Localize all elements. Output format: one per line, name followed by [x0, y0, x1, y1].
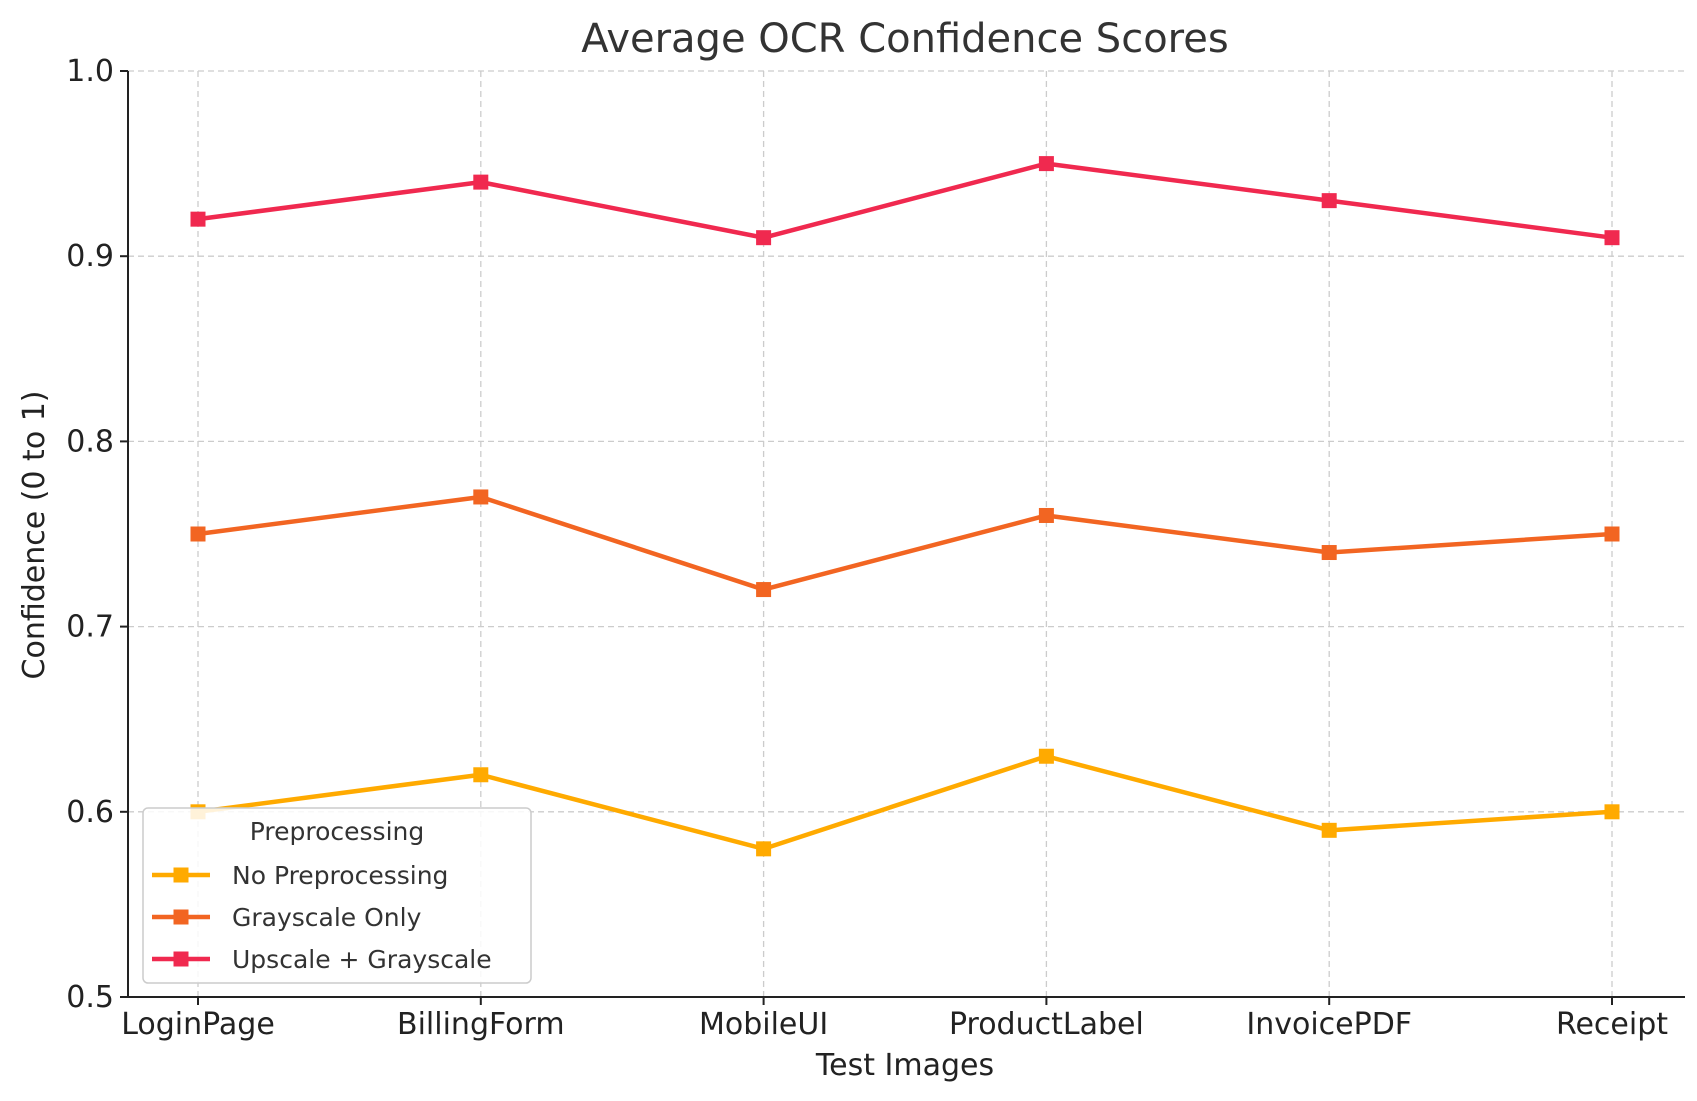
y-tick-label: 0.5: [66, 980, 114, 1015]
data-point: [1038, 507, 1054, 523]
data-point: [1038, 748, 1054, 764]
y-tick-label: 1.0: [66, 54, 114, 89]
data-point: [756, 230, 772, 246]
x-tick-label: MobileUI: [699, 1007, 828, 1042]
legend-marker: [173, 909, 189, 925]
y-tick-label: 0.9: [66, 239, 114, 274]
legend-marker: [173, 951, 189, 967]
series: [190, 156, 1620, 246]
series: [190, 489, 1620, 598]
data-point: [756, 841, 772, 857]
data-point: [1321, 822, 1337, 838]
legend-item: Grayscale Only: [152, 903, 422, 932]
x-tick-label: ProductLabel: [949, 1007, 1144, 1042]
x-tick-label: InvoicePDF: [1246, 1007, 1412, 1042]
x-tick-label: Receipt: [1556, 1007, 1668, 1042]
legend-box: [142, 807, 532, 984]
legend: Preprocessing No Preprocessing Grayscale …: [142, 807, 532, 984]
legend-marker: [173, 867, 189, 883]
data-point: [1604, 804, 1620, 820]
series-line: [197, 161, 1613, 240]
x-axis-label: Test Images: [815, 1048, 994, 1083]
legend-title: Preprocessing: [250, 817, 424, 846]
x-tick-label: LoginPage: [121, 1007, 275, 1042]
chart-title: Average OCR Confidence Scores: [581, 16, 1228, 62]
series-group: [190, 156, 1620, 857]
y-axis-label: Confidence (0 to 1): [17, 391, 52, 680]
y-tick-label: 0.7: [66, 610, 114, 645]
series-line: [197, 494, 1613, 592]
legend-item: Upscale + Grayscale: [152, 945, 492, 974]
data-point: [1321, 545, 1337, 561]
legend-item: No Preprocessing: [152, 861, 448, 890]
ticks: LoginPage BillingForm MobileUI ProductLabel…: [66, 54, 1668, 1042]
data-point: [473, 174, 489, 190]
data-point: [1321, 193, 1337, 209]
legend-label: Grayscale Only: [232, 903, 422, 932]
legend-items: No Preprocessing Grayscale Only Upscale + …: [152, 861, 492, 974]
data-point: [1604, 526, 1620, 542]
y-tick-label: 0.8: [66, 424, 114, 459]
series: [190, 748, 1620, 857]
data-point: [473, 489, 489, 505]
y-tick-label: 0.6: [66, 795, 114, 830]
data-point: [756, 582, 772, 598]
legend-label: Upscale + Grayscale: [232, 945, 492, 974]
axes: [127, 71, 1685, 998]
x-tick-label: BillingForm: [397, 1007, 565, 1042]
series-line: [197, 753, 1613, 852]
data-point: [190, 211, 206, 227]
legend-label: No Preprocessing: [232, 861, 448, 890]
data-point: [1604, 230, 1620, 246]
data-point: [1038, 156, 1054, 172]
data-point: [190, 526, 206, 542]
data-point: [473, 767, 489, 783]
